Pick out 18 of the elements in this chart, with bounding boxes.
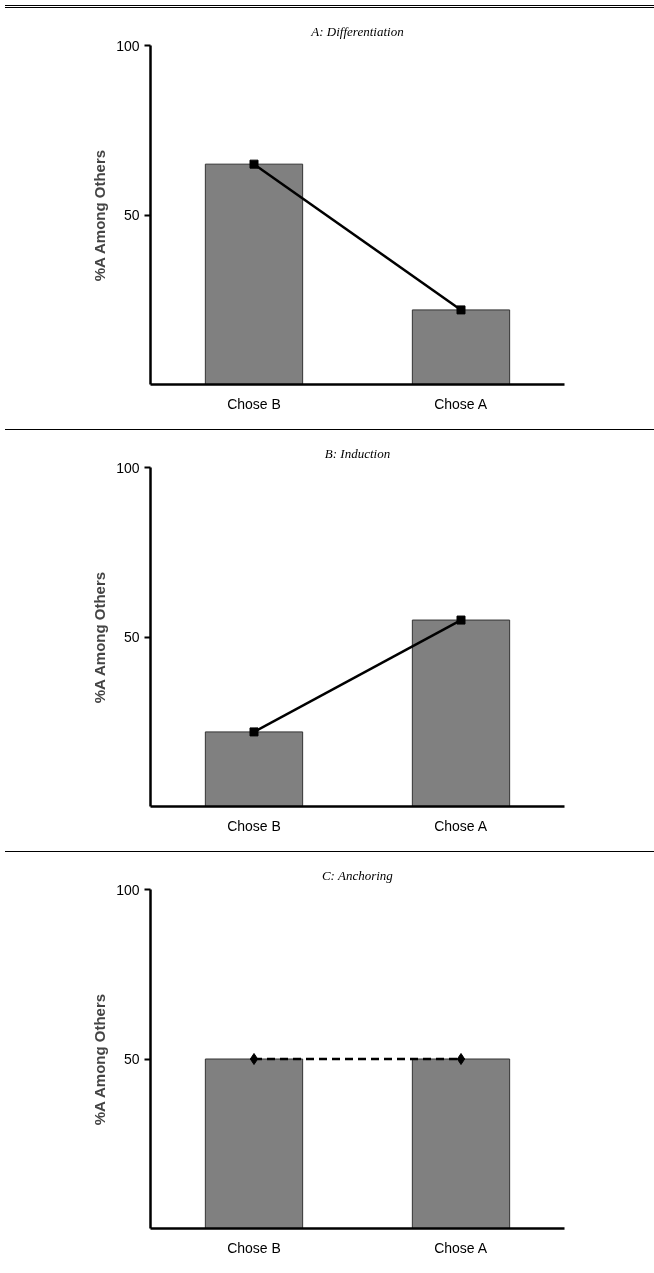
chart-title: C: Anchoring [321, 867, 394, 883]
x-tick-label: Chose A [434, 395, 488, 412]
y-tick-label: 100 [116, 37, 140, 54]
x-tick-label: Chose B [227, 817, 281, 834]
y-axis-title: %A Among Others [91, 993, 109, 1126]
x-tick-label: Chose B [227, 1239, 281, 1256]
x-tick-label: Chose A [434, 817, 488, 834]
chart-title: A: Differentiation [310, 23, 404, 39]
y-axis-title: %A Among Others [91, 149, 109, 282]
x-tick-label: Chose B [227, 395, 281, 412]
x-tick-label: Chose A [434, 1239, 488, 1256]
y-tick-label: 50 [123, 1051, 140, 1067]
y-axis-title: %A Among Others [91, 571, 109, 704]
y-tick-label: 50 [123, 629, 140, 645]
y-tick-label: 100 [116, 881, 140, 898]
chart-title: B: Induction [324, 445, 391, 461]
y-tick-label: 100 [116, 459, 140, 476]
y-tick-label: 50 [123, 207, 140, 223]
